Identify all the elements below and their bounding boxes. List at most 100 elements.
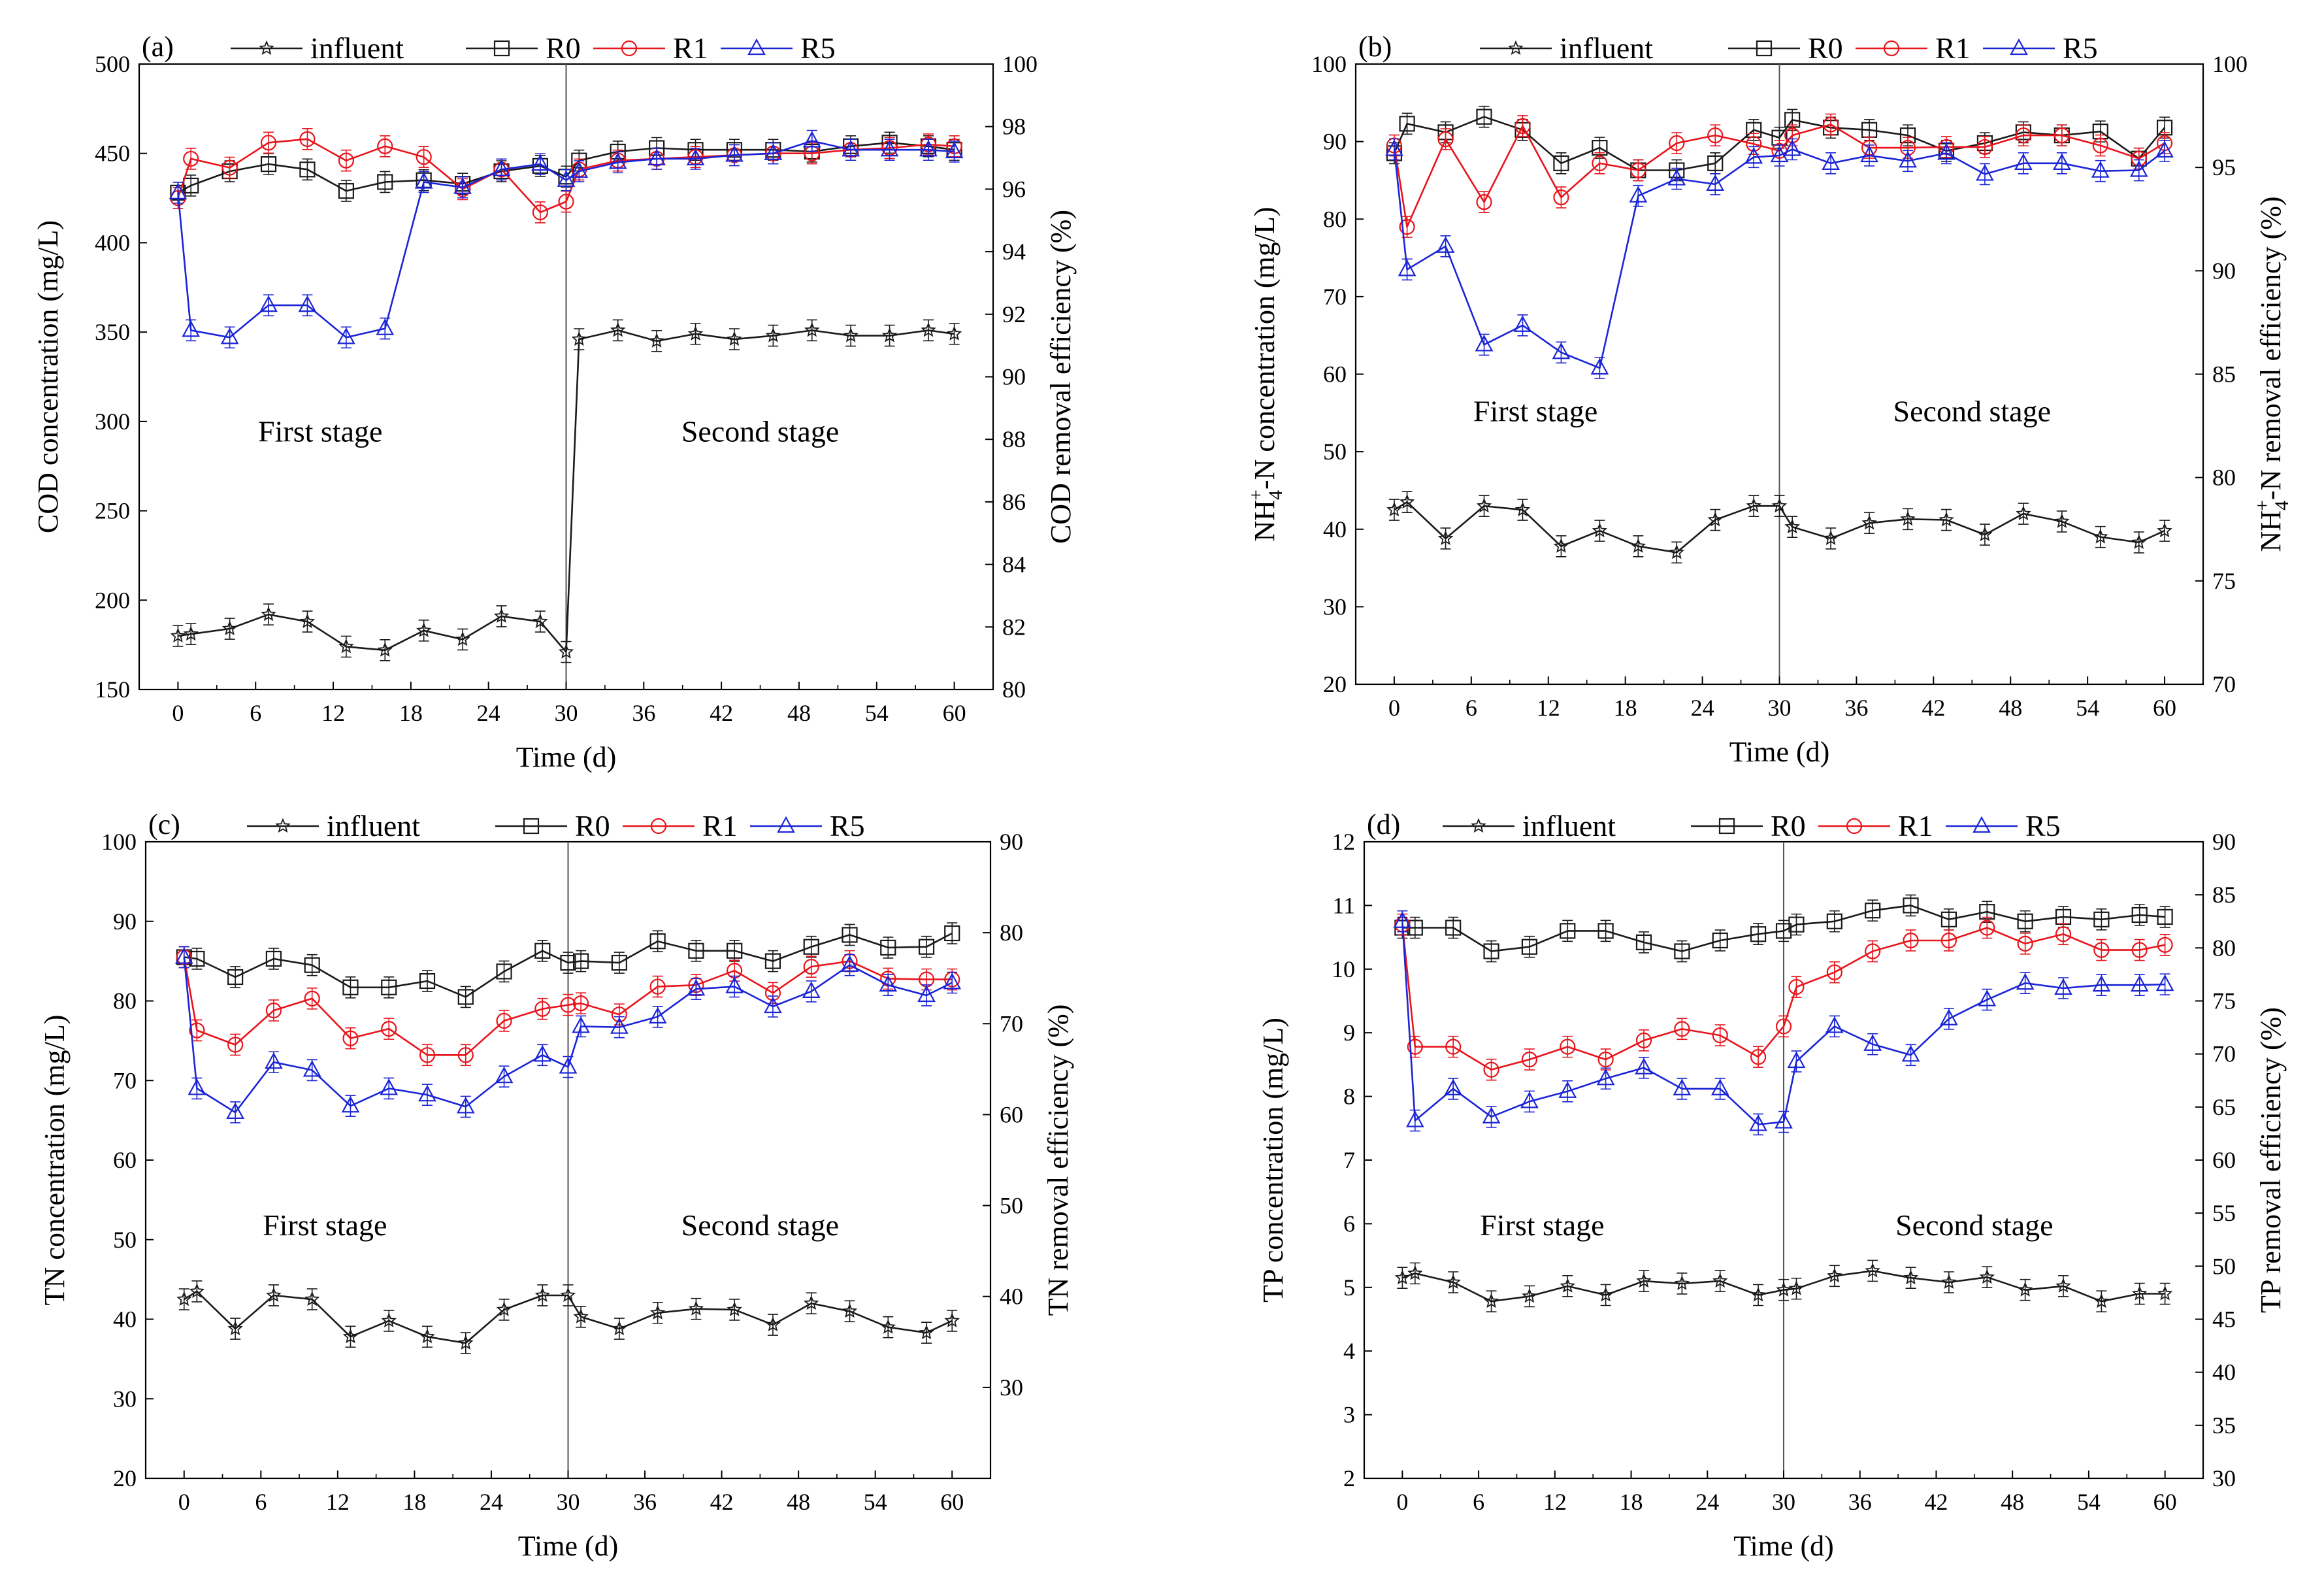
marker-triangle — [2052, 153, 2071, 170]
marker-triangle — [2155, 974, 2174, 991]
marker-star — [803, 1295, 819, 1310]
marker-square — [299, 161, 316, 178]
y-left-tick-label: 20 — [1323, 671, 1347, 697]
marker-circle — [560, 997, 576, 1013]
marker-star — [2016, 505, 2031, 520]
marker-circle — [2092, 137, 2108, 154]
marker-triangle — [188, 1078, 206, 1095]
marker-square — [727, 942, 743, 959]
marker-star — [2054, 513, 2070, 528]
marker-square — [1826, 913, 1842, 929]
marker-triangle — [842, 139, 860, 157]
marker-circle — [1940, 932, 1957, 949]
legend-label-influent: influent — [1522, 809, 1616, 842]
y-right-tick-label: 60 — [1000, 1101, 1023, 1127]
marker-circle — [1669, 135, 1685, 152]
marker-square — [649, 933, 666, 950]
marker-star — [1977, 526, 1993, 541]
marker-square — [611, 954, 627, 971]
y-right-tick-label: 35 — [2212, 1412, 2236, 1438]
marker-circle — [1521, 1052, 1538, 1068]
x-tick-label: 18 — [402, 1489, 426, 1515]
marker-circle — [1788, 978, 1805, 995]
marker-triangle — [840, 955, 859, 972]
marker-star — [881, 327, 898, 342]
y-right-tick-label: 70 — [1000, 1010, 1023, 1037]
marker-circle — [1553, 189, 1569, 206]
marker-square — [342, 979, 359, 995]
x-tick-label: 54 — [2076, 695, 2099, 721]
marker-star — [1669, 544, 1685, 559]
marker-triangle — [919, 139, 938, 157]
marker-triangle — [1667, 169, 1686, 186]
marker-square — [1712, 932, 1728, 949]
marker-square — [457, 989, 474, 1005]
series-r1 — [1394, 913, 2173, 1081]
marker-star — [843, 327, 859, 342]
x-tick-label: 24 — [1695, 1489, 1719, 1515]
marker-circle — [1826, 964, 1842, 980]
marker-circle — [2131, 942, 2148, 958]
marker-circle — [532, 204, 548, 221]
marker-triangle — [879, 974, 898, 992]
marker-star — [1445, 1274, 1461, 1289]
y-left-tick-label: 50 — [113, 1227, 137, 1253]
stage-label-second: Second stage — [681, 415, 839, 448]
legend-label-influent: influent — [310, 31, 404, 65]
panel-label: (a) — [142, 31, 174, 63]
marker-circle — [2017, 935, 2033, 952]
legend: influent R0 R1 R5 — [247, 809, 865, 842]
y-right-tick-label: 40 — [2212, 1359, 2236, 1386]
y-axis-title-superscript: + — [1245, 490, 1267, 501]
series-r5 — [174, 946, 962, 1123]
marker-circle — [621, 40, 638, 57]
x-tick-label: 6 — [250, 700, 261, 726]
marker-star — [1560, 1278, 1576, 1293]
y-axis-left-title: COD concentration (mg/L) — [32, 220, 64, 533]
y-right-tick-label: 98 — [1002, 114, 1026, 140]
marker-square — [764, 953, 781, 969]
marker-triangle — [2130, 974, 2149, 992]
marker-star — [342, 1328, 359, 1344]
y-right-tick-label: 90 — [2212, 258, 2236, 284]
marker-circle — [416, 149, 432, 165]
marker-circle — [1903, 932, 1919, 949]
marker-triangle — [1710, 1078, 1729, 1096]
marker-star — [560, 1287, 576, 1302]
marker-star — [558, 644, 574, 659]
marker-star — [944, 1312, 960, 1327]
marker-star — [532, 613, 548, 629]
marker-triangle — [557, 170, 576, 187]
panel-label: (d) — [1367, 808, 1400, 840]
marker-triangle — [174, 947, 193, 964]
marker-circle — [457, 1047, 474, 1063]
marker-triangle — [725, 145, 744, 162]
y-axis-title-superscript: + — [2251, 500, 2273, 511]
stage-label-second: Second stage — [1895, 1208, 2053, 1242]
legend-label-r0: R0 — [575, 809, 610, 842]
marker-star — [1471, 818, 1486, 833]
x-tick-label: 60 — [940, 1489, 964, 1515]
marker-star — [765, 1316, 781, 1332]
marker-circle — [342, 1030, 359, 1046]
marker-triangle — [943, 973, 962, 989]
marker-star — [1941, 1274, 1957, 1289]
marker-star — [765, 327, 781, 342]
y-axis-left-title: TN concentration (mg/L) — [39, 1015, 71, 1306]
y-right-tick-label: 50 — [1000, 1193, 1023, 1219]
x-tick-label: 12 — [321, 700, 345, 726]
marker-circle — [1674, 1021, 1690, 1037]
marker-triangle — [2054, 978, 2072, 995]
marker-square — [227, 969, 244, 986]
marker-circle — [2093, 942, 2110, 958]
marker-star — [183, 625, 199, 641]
marker-star — [921, 322, 936, 337]
marker-star — [455, 631, 470, 646]
marker-circle — [1399, 219, 1415, 235]
marker-square — [1865, 903, 1881, 919]
legend-label-r1: R1 — [673, 31, 708, 65]
marker-star — [534, 1287, 550, 1302]
y-left-tick-label: 30 — [1323, 593, 1347, 620]
marker-circle — [377, 138, 393, 154]
marker-circle — [227, 1037, 244, 1053]
